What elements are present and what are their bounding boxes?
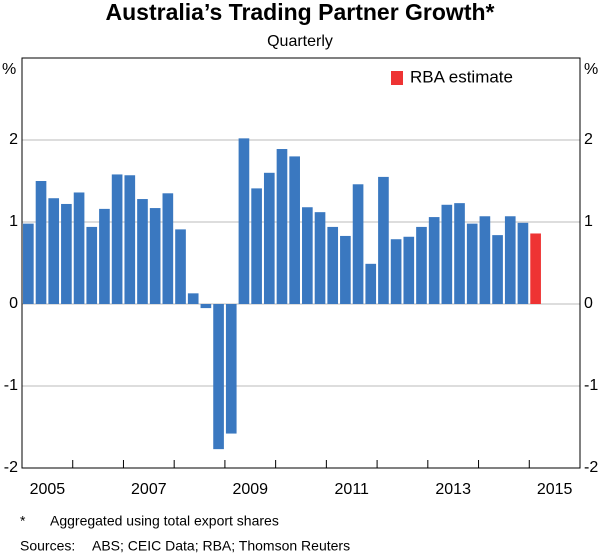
bar xyxy=(530,233,541,304)
y-tick-label: 2 xyxy=(9,131,18,148)
legend-label: RBA estimate xyxy=(410,67,513,86)
y2-tick-label: -1 xyxy=(584,377,598,394)
bar xyxy=(454,203,465,304)
y2-tick-label: 0 xyxy=(584,295,593,312)
bar xyxy=(162,193,174,304)
bar xyxy=(61,203,72,304)
y2-tick-label: 2 xyxy=(584,131,593,148)
bar xyxy=(302,207,313,304)
y-tick-label: 1 xyxy=(9,213,18,230)
bar xyxy=(428,217,440,304)
bar xyxy=(99,208,110,304)
bar xyxy=(86,226,98,304)
bar xyxy=(517,222,529,304)
bar xyxy=(403,236,415,304)
bar xyxy=(213,304,224,450)
bar xyxy=(504,216,516,304)
x-tick-label: 2013 xyxy=(435,481,471,498)
note-marker: Sources: xyxy=(20,538,75,554)
y-tick-label: 0 xyxy=(9,295,18,312)
bar xyxy=(225,304,237,434)
bar xyxy=(466,223,478,304)
x-tick-label: 2005 xyxy=(30,481,66,498)
bar xyxy=(276,149,288,304)
plot-frame xyxy=(21,57,581,469)
bar xyxy=(378,176,389,304)
x-tick-label: 2015 xyxy=(537,481,573,498)
bar xyxy=(187,293,199,304)
bar xyxy=(35,181,47,304)
bar xyxy=(73,192,85,304)
bar xyxy=(124,175,136,304)
bar xyxy=(314,212,326,304)
bar xyxy=(149,208,161,304)
bar xyxy=(289,156,300,304)
bar xyxy=(441,204,453,304)
bar xyxy=(137,199,148,304)
note-marker: * xyxy=(20,513,26,529)
y2-unit: % xyxy=(584,61,598,78)
bar xyxy=(200,304,212,309)
x-tick-label: 2007 xyxy=(131,481,167,498)
bar xyxy=(23,223,34,304)
bar xyxy=(175,229,186,304)
y-tick-label: -2 xyxy=(4,459,18,476)
x-tick-label: 2009 xyxy=(232,481,268,498)
bar xyxy=(390,239,402,304)
bar xyxy=(479,216,491,304)
note-text: Aggregated using total export shares xyxy=(50,513,279,529)
chart-subtitle: Quarterly xyxy=(267,33,333,50)
bar xyxy=(352,184,364,304)
bar xyxy=(263,172,275,304)
y-tick-label: -1 xyxy=(4,377,18,394)
y-unit: % xyxy=(2,61,16,78)
bar xyxy=(416,226,427,304)
note-text: ABS; CEIC Data; RBA; Thomson Reuters xyxy=(92,538,350,554)
bar xyxy=(238,138,250,304)
bar xyxy=(111,174,123,304)
bar xyxy=(492,235,503,304)
bar xyxy=(365,263,377,304)
bar xyxy=(340,235,351,304)
bar xyxy=(327,226,339,304)
bar xyxy=(251,188,262,304)
bar xyxy=(48,198,60,304)
x-tick-label: 2011 xyxy=(335,481,370,498)
y2-tick-label: 1 xyxy=(584,213,593,230)
legend-swatch xyxy=(391,71,403,85)
y2-tick-label: -2 xyxy=(584,459,598,476)
chart-title: Australia’s Trading Partner Growth* xyxy=(106,0,495,25)
